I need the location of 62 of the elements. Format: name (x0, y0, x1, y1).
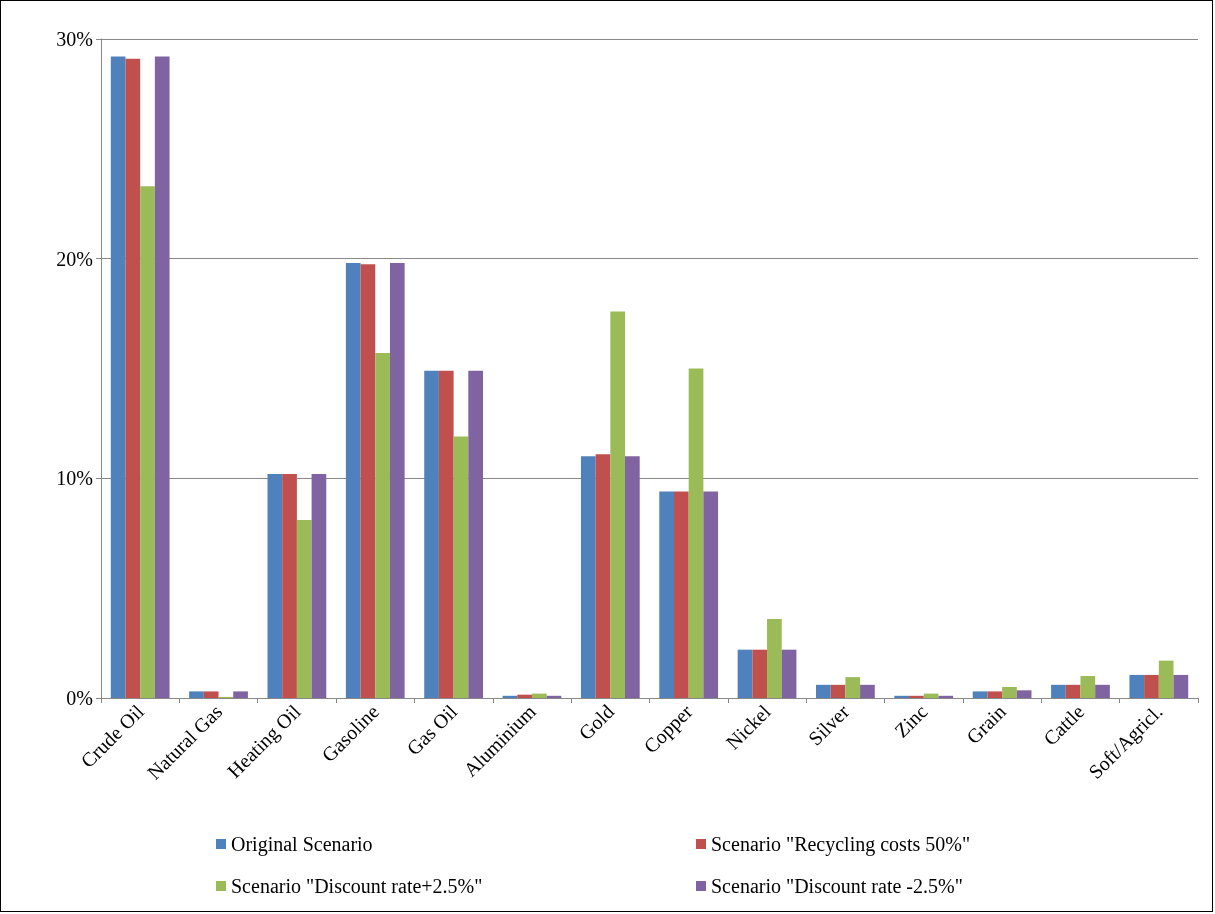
bar (610, 311, 626, 698)
bar (860, 684, 875, 698)
y-tick-label: 10% (56, 467, 93, 490)
bar (154, 56, 170, 698)
bar (894, 695, 910, 698)
bar (673, 491, 689, 698)
bar (453, 436, 469, 698)
bar (1016, 690, 1032, 698)
bar (189, 691, 204, 698)
bar (688, 368, 704, 698)
legend-label: Scenario "Discount rate+2.5%" (231, 875, 483, 897)
bar (233, 691, 248, 698)
bar (296, 520, 312, 698)
bar (767, 618, 782, 698)
bar (816, 684, 831, 698)
bar (531, 693, 547, 698)
bar (703, 491, 719, 698)
bar (360, 264, 376, 698)
bar (1002, 687, 1017, 698)
bar (438, 370, 454, 698)
bar (424, 370, 439, 698)
bar (625, 456, 640, 698)
x-tick-label: Zinc (890, 700, 932, 742)
bar (125, 58, 141, 698)
bar (389, 263, 405, 698)
bar (830, 684, 846, 698)
y-tick-label: 0% (66, 687, 93, 709)
bar (110, 56, 126, 698)
legend-label: Scenario "Recycling costs 50%" (711, 833, 971, 856)
bar (580, 456, 596, 698)
bar (1065, 684, 1081, 698)
bar (781, 649, 797, 698)
bar (375, 353, 390, 698)
bar (909, 695, 924, 698)
bar (517, 694, 532, 698)
x-tick-label: Gas Oil (402, 699, 462, 760)
bar (972, 691, 988, 698)
bar (752, 649, 768, 698)
bar (1129, 674, 1145, 698)
bar (203, 691, 219, 698)
bar (1144, 674, 1159, 698)
bar (282, 473, 297, 698)
bar (140, 186, 155, 698)
bar (595, 454, 611, 698)
bar (1095, 684, 1110, 698)
bar (1080, 676, 1096, 698)
bar (345, 263, 361, 698)
bar (1158, 660, 1174, 698)
bar (845, 677, 861, 698)
bar (267, 473, 283, 698)
bar (938, 695, 954, 698)
bar (1173, 674, 1189, 698)
legend-label: Scenario "Discount rate -2.5%" (711, 875, 963, 897)
legend-label: Original Scenario (231, 833, 373, 856)
y-tick-label: 30% (56, 28, 93, 50)
bar (311, 473, 327, 698)
bar (1051, 684, 1066, 698)
bar (659, 491, 674, 698)
bar (987, 691, 1003, 698)
y-tick-label: 20% (56, 247, 93, 270)
bar (737, 649, 753, 698)
bar (468, 370, 483, 698)
